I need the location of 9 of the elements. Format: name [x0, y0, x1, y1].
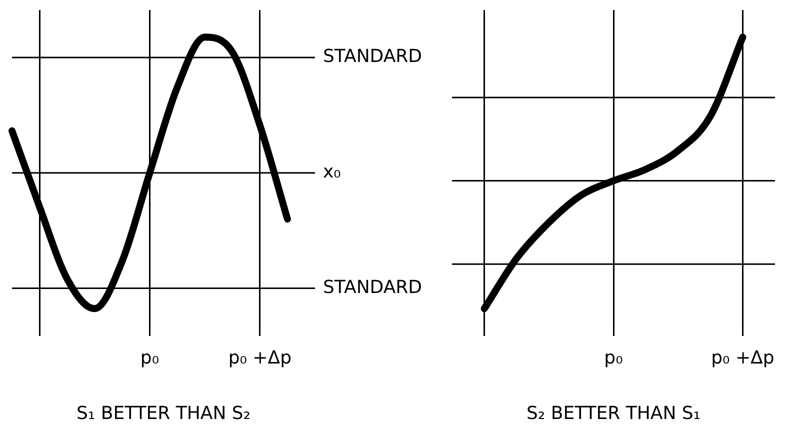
- x-tick-label: p₀: [604, 347, 623, 368]
- x-tick-label: p₀ +Δp: [228, 347, 292, 368]
- ref-line-label: STANDARD: [323, 46, 422, 68]
- x-axis-title: S₁ BETTER THAN S₂: [76, 402, 251, 424]
- x-axis-title: S₂ BETTER THAN S₁: [526, 402, 701, 424]
- x-tick-label: p₀ +Δp: [711, 347, 774, 368]
- x-tick-label: p₀: [140, 347, 160, 368]
- ref-line-label: STANDARD: [323, 276, 422, 298]
- ref-line-label: x₀: [323, 162, 341, 183]
